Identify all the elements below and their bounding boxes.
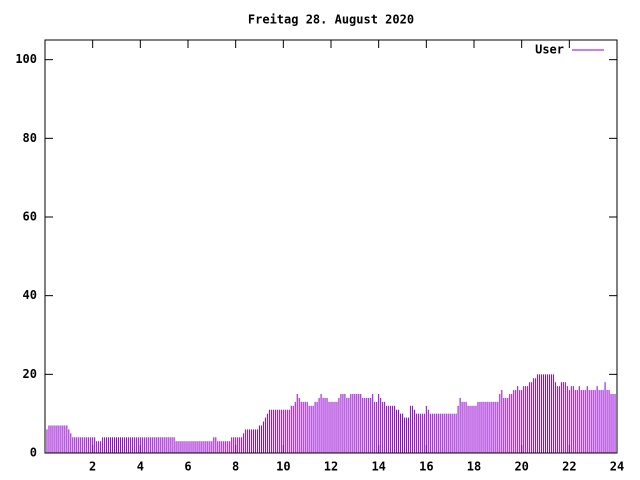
x-tick-label: 4: [137, 460, 144, 474]
y-tick-label: 100: [15, 52, 37, 66]
x-tick-label: 14: [371, 460, 385, 474]
x-tick-label: 10: [276, 460, 290, 474]
x-tick-label: 2: [89, 460, 96, 474]
y-tick-label: 80: [23, 131, 37, 145]
legend-label: User: [535, 43, 564, 57]
x-tick-label: 24: [610, 460, 624, 474]
y-tick-label: 0: [30, 446, 37, 460]
y-tick-label: 60: [23, 210, 37, 224]
x-tick-label: 12: [324, 460, 338, 474]
y-tick-label: 20: [23, 367, 37, 381]
y-tick-label: 40: [23, 288, 37, 302]
x-tick-label: 6: [184, 460, 191, 474]
chart-title: Freitag 28. August 2020: [248, 13, 414, 27]
x-tick-label: 16: [419, 460, 433, 474]
x-tick-label: 8: [232, 460, 239, 474]
x-tick-label: 18: [467, 460, 481, 474]
x-tick-label: 22: [562, 460, 576, 474]
plot-frame: [44, 39, 618, 454]
x-tick-label: 20: [514, 460, 528, 474]
